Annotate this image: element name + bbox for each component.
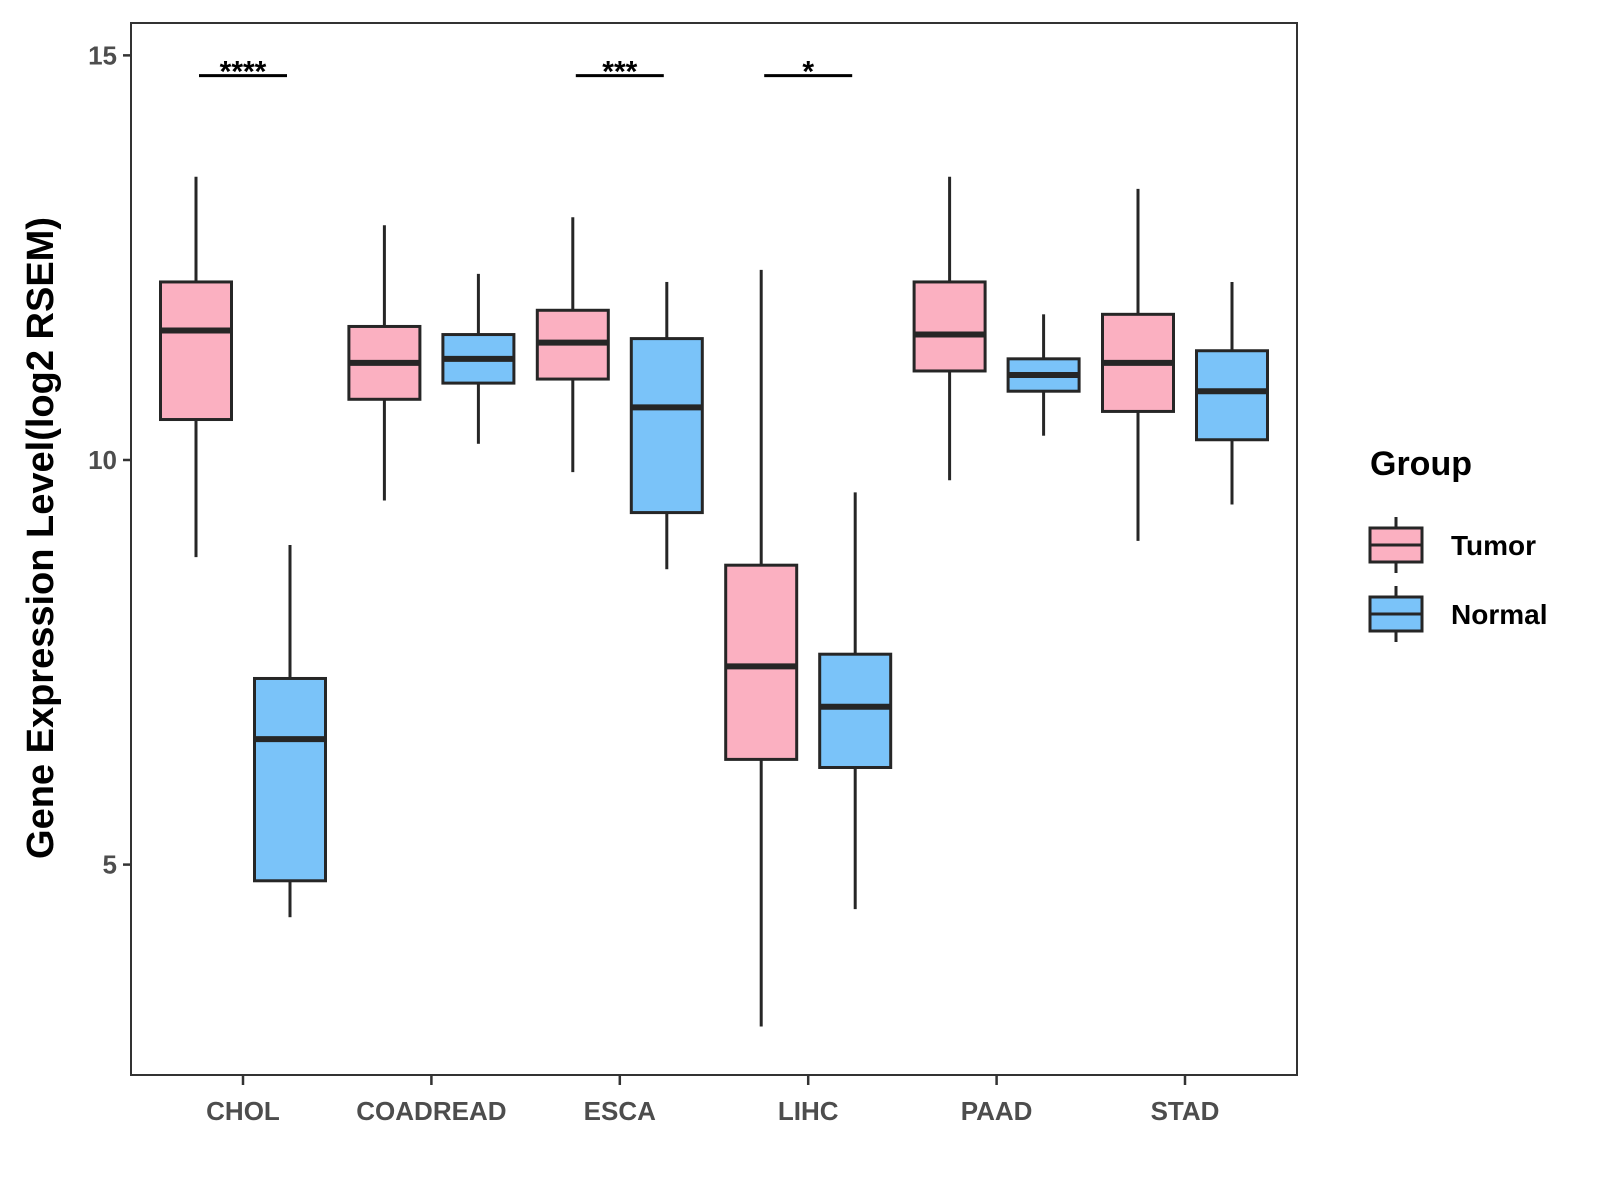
x-axis: CHOL COADREAD ESCA LIHC PAAD STAD [206, 1075, 1219, 1126]
significance-label: **** [220, 56, 267, 89]
legend-title: Group [1370, 445, 1472, 483]
box-normal-stad [1195, 281, 1269, 505]
y-tick-label: 15 [88, 40, 117, 70]
legend-item-tumor: Tumor [1368, 517, 1536, 573]
box-series [159, 176, 1269, 1027]
box-tumor-esca [535, 217, 610, 473]
x-tick-label: COADREAD [356, 1096, 506, 1126]
y-axis-title: Gene Expression Level(log2 RSEM) [20, 217, 62, 859]
x-tick-label: LIHC [778, 1096, 839, 1126]
box-tumor-stad [1101, 188, 1175, 541]
y-tick-label: 10 [88, 445, 117, 475]
iqr-box [724, 563, 799, 761]
y-tick-label: 5 [103, 850, 117, 880]
legend-label: Normal [1451, 599, 1547, 630]
box-tumor-lihc [724, 269, 799, 1027]
box-normal-chol [253, 544, 327, 918]
iqr-box [1195, 349, 1269, 442]
box-normal-paad [1006, 314, 1081, 436]
legend-label: Tumor [1451, 530, 1536, 561]
x-tick-label: ESCA [584, 1096, 656, 1126]
iqr-box [159, 280, 233, 422]
box-normal-coadread [441, 273, 516, 444]
plot-panel [130, 22, 1298, 1076]
significance-label: * [802, 56, 814, 89]
y-axis: 5 10 15 [88, 40, 131, 880]
box-normal-esca [629, 281, 704, 570]
legend: Group Tumor Normal [1368, 445, 1547, 642]
iqr-box [629, 337, 704, 515]
box-tumor-paad [912, 176, 987, 481]
box-tumor-coadread [347, 225, 422, 501]
x-tick-label: STAD [1151, 1096, 1220, 1126]
x-tick-label: PAAD [961, 1096, 1033, 1126]
significance-annotations: **** *** * [199, 56, 853, 89]
legend-item-normal: Normal [1368, 586, 1547, 642]
significance-label: *** [602, 56, 637, 89]
x-tick-label: CHOL [206, 1096, 280, 1126]
box-normal-lihc [818, 492, 893, 910]
iqr-box [253, 676, 327, 883]
box-tumor-chol [159, 176, 233, 558]
iqr-box [912, 280, 987, 373]
panel-border [130, 22, 1298, 1076]
iqr-box [818, 652, 893, 769]
